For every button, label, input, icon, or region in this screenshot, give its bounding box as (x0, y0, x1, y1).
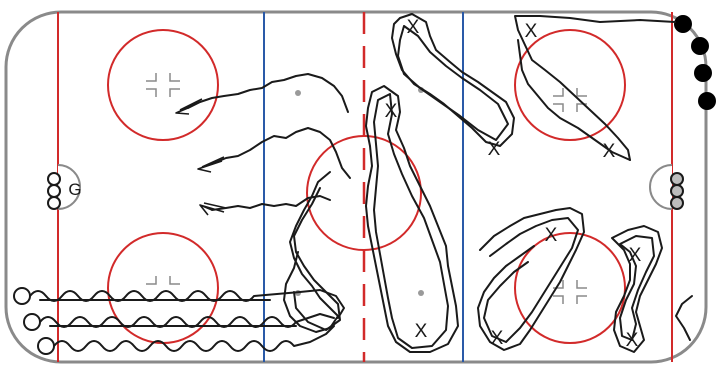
skate-path (211, 127, 351, 179)
cone-x-label: X (385, 101, 398, 122)
puck-carry-path (29, 289, 345, 319)
cone-x-label: X (603, 141, 616, 162)
skate-path (365, 85, 459, 353)
left-net (47, 172, 61, 210)
skate-path (283, 171, 339, 333)
open-circle-icon (23, 313, 41, 331)
double-arrow-icon (175, 98, 203, 115)
cone-x-label: X (415, 321, 428, 342)
hash-marks-bottom-right (553, 280, 587, 304)
faceoff-dot (295, 90, 301, 96)
center-circle (306, 135, 422, 251)
player-icon (691, 37, 709, 55)
skate-path (675, 295, 693, 341)
cone-x-label: X (525, 21, 538, 42)
player-icon (694, 64, 712, 82)
player-icon (698, 92, 716, 110)
skate-path (373, 93, 449, 349)
skate-path (483, 217, 579, 343)
skate-path (517, 39, 631, 161)
left-goal-crease (57, 164, 81, 210)
cone-x-label: X (545, 225, 558, 246)
cone-labels: X X X X X X X X X X (385, 17, 642, 351)
player-icon (674, 15, 692, 33)
skate-path (619, 235, 655, 341)
skate-path (293, 187, 341, 331)
faceoff-dot (418, 290, 424, 296)
double-arrow-icon (197, 156, 225, 173)
faceoff-circle-top-right (514, 29, 626, 141)
faceoff-circle-top-left (107, 29, 219, 141)
skate-path (514, 15, 676, 161)
cone-x-label: X (488, 139, 501, 160)
goalie-label: G (68, 180, 81, 199)
hash-marks-bottom-left (146, 276, 180, 285)
player-group (674, 15, 716, 110)
skate-path (611, 225, 663, 353)
puck-start-group (13, 287, 55, 355)
hash-marks-top-right (553, 88, 587, 112)
right-goal-crease (649, 164, 673, 210)
skate-path (187, 73, 349, 113)
cone-x-label: X (629, 245, 642, 266)
double-arrow-icon (199, 202, 227, 216)
cone-x-label: X (491, 328, 504, 349)
right-net (670, 172, 684, 210)
puck-carry-path (53, 325, 335, 352)
arrow-group (175, 98, 227, 216)
open-circle-icon (13, 287, 31, 305)
skate-path (477, 207, 585, 351)
open-circle-icon (37, 337, 55, 355)
skate-path (397, 25, 509, 141)
cone-x-label: X (626, 330, 639, 351)
rink-boards (4, 10, 708, 364)
cone-x-label: X (407, 17, 420, 38)
hash-marks-top-left (146, 73, 180, 97)
skating-paths (29, 13, 693, 353)
faceoff-circle-bottom-right (514, 232, 626, 344)
